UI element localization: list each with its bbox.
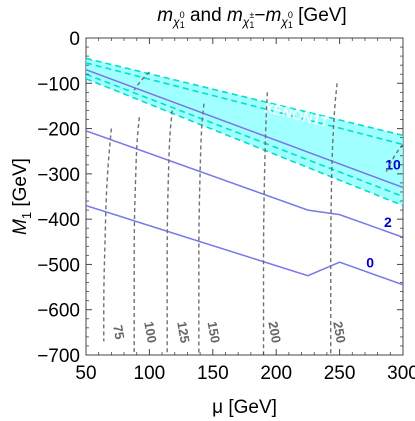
contour-label-100: 100 bbox=[141, 320, 160, 344]
mass-contour-group bbox=[103, 128, 113, 342]
y-tick-label: −500 bbox=[37, 255, 80, 276]
y-tick-label: −100 bbox=[37, 74, 80, 95]
title-sup1: 0 bbox=[180, 10, 185, 20]
split-label-10: 10 bbox=[385, 156, 401, 172]
title-chi1: χ bbox=[172, 15, 180, 29]
y-tick-label: 0 bbox=[69, 29, 80, 50]
mass-contour-group bbox=[198, 103, 205, 355]
title-m3: m bbox=[265, 5, 281, 26]
x-tick-label: 250 bbox=[324, 363, 356, 384]
title-idx3: 1 bbox=[288, 20, 293, 30]
title-m1: m bbox=[157, 5, 173, 26]
band-lower-edge bbox=[86, 78, 403, 207]
y-tick-label: −700 bbox=[37, 346, 80, 367]
split-line-group bbox=[86, 204, 403, 286]
title-idx1: 1 bbox=[180, 20, 185, 30]
mass-contour-200 bbox=[262, 92, 269, 355]
title-sup2: ± bbox=[249, 10, 254, 20]
band-inner-edge bbox=[86, 62, 403, 146]
y-tick-label: −600 bbox=[37, 301, 80, 322]
contour-label-bg bbox=[143, 318, 157, 347]
band-area bbox=[86, 58, 403, 206]
mass-contour-group bbox=[133, 117, 140, 355]
title-minus: − bbox=[254, 5, 265, 26]
mass-contour-250 bbox=[330, 83, 338, 355]
y-label-sub: 1 bbox=[19, 212, 34, 219]
mass-contour-group bbox=[262, 92, 269, 355]
neutralino-mass-contours: 75 100 125 150 200 250 bbox=[103, 71, 403, 355]
mass-contour-extra-7 bbox=[133, 71, 150, 91]
split-line-group bbox=[86, 68, 403, 189]
y-tick-label: −400 bbox=[37, 210, 80, 231]
split-line-2 bbox=[86, 130, 403, 238]
axis-ticks: 50 100 150 200 250 3000−100−200−300−400−500−6… bbox=[37, 29, 415, 384]
title-chi2: χ bbox=[242, 15, 250, 29]
x-tick-label: 200 bbox=[260, 363, 292, 384]
contour-label-250: 250 bbox=[330, 320, 349, 344]
title-sup3: 0 bbox=[288, 10, 293, 20]
contour-label-150: 150 bbox=[205, 320, 224, 344]
title-idx2: 1 bbox=[249, 20, 254, 30]
contour-label-75: 75 bbox=[110, 324, 127, 341]
contour-label-bg bbox=[332, 318, 346, 347]
mass-contour-150 bbox=[198, 103, 205, 355]
x-tick-label: 300 bbox=[387, 363, 415, 384]
mass-contour-group bbox=[330, 83, 338, 355]
split-label-0: 0 bbox=[366, 255, 374, 271]
y-tick-label: −300 bbox=[37, 165, 80, 186]
title-and: and bbox=[185, 5, 227, 26]
mass-contour-extra-6 bbox=[384, 143, 403, 175]
contour-label-125: 125 bbox=[174, 320, 193, 344]
title-chi3: χ bbox=[280, 15, 288, 29]
mass-contour-group bbox=[133, 71, 150, 91]
split-line-group bbox=[86, 130, 403, 238]
band-upper-edge bbox=[86, 57, 403, 137]
x-axis-label: μ [GeV] bbox=[212, 397, 277, 418]
title-unit: [GeV] bbox=[293, 5, 347, 26]
contour-label-bg bbox=[176, 318, 190, 347]
x-tick-label: 100 bbox=[134, 363, 166, 384]
split-line-0 bbox=[86, 204, 403, 286]
band-inner-edge-2 bbox=[86, 73, 403, 198]
x-tick-label: 150 bbox=[197, 363, 229, 384]
title-text: mχ0 1 and mχ± 1−mχ0 1 [GeV] bbox=[157, 5, 346, 30]
split-line-10 bbox=[86, 68, 403, 189]
mass-split-lines: 10 2 0 bbox=[86, 68, 403, 286]
split-label-2: 2 bbox=[384, 214, 392, 230]
contour-label-bg bbox=[206, 318, 220, 347]
y-label-unit: [GeV] bbox=[10, 158, 31, 212]
mass-contour-100 bbox=[133, 117, 140, 355]
x-tick-label: 50 bbox=[75, 363, 96, 384]
chart-title: mχ0 1 and mχ± 1−mχ0 1 [GeV] bbox=[157, 5, 346, 30]
xenon1t-band: XENON1T bbox=[86, 57, 403, 207]
contour-label-200: 200 bbox=[265, 320, 284, 344]
contour-label-bg bbox=[267, 318, 281, 347]
y-label-m: M bbox=[10, 219, 31, 235]
mass-contour-group bbox=[384, 143, 403, 175]
y-tick-label: −200 bbox=[37, 120, 80, 141]
title-m2: m bbox=[227, 5, 243, 26]
contour-label-bg bbox=[111, 318, 125, 347]
y-axis-label: M1 [GeV] bbox=[10, 158, 34, 235]
mass-contour-75 bbox=[103, 128, 113, 342]
